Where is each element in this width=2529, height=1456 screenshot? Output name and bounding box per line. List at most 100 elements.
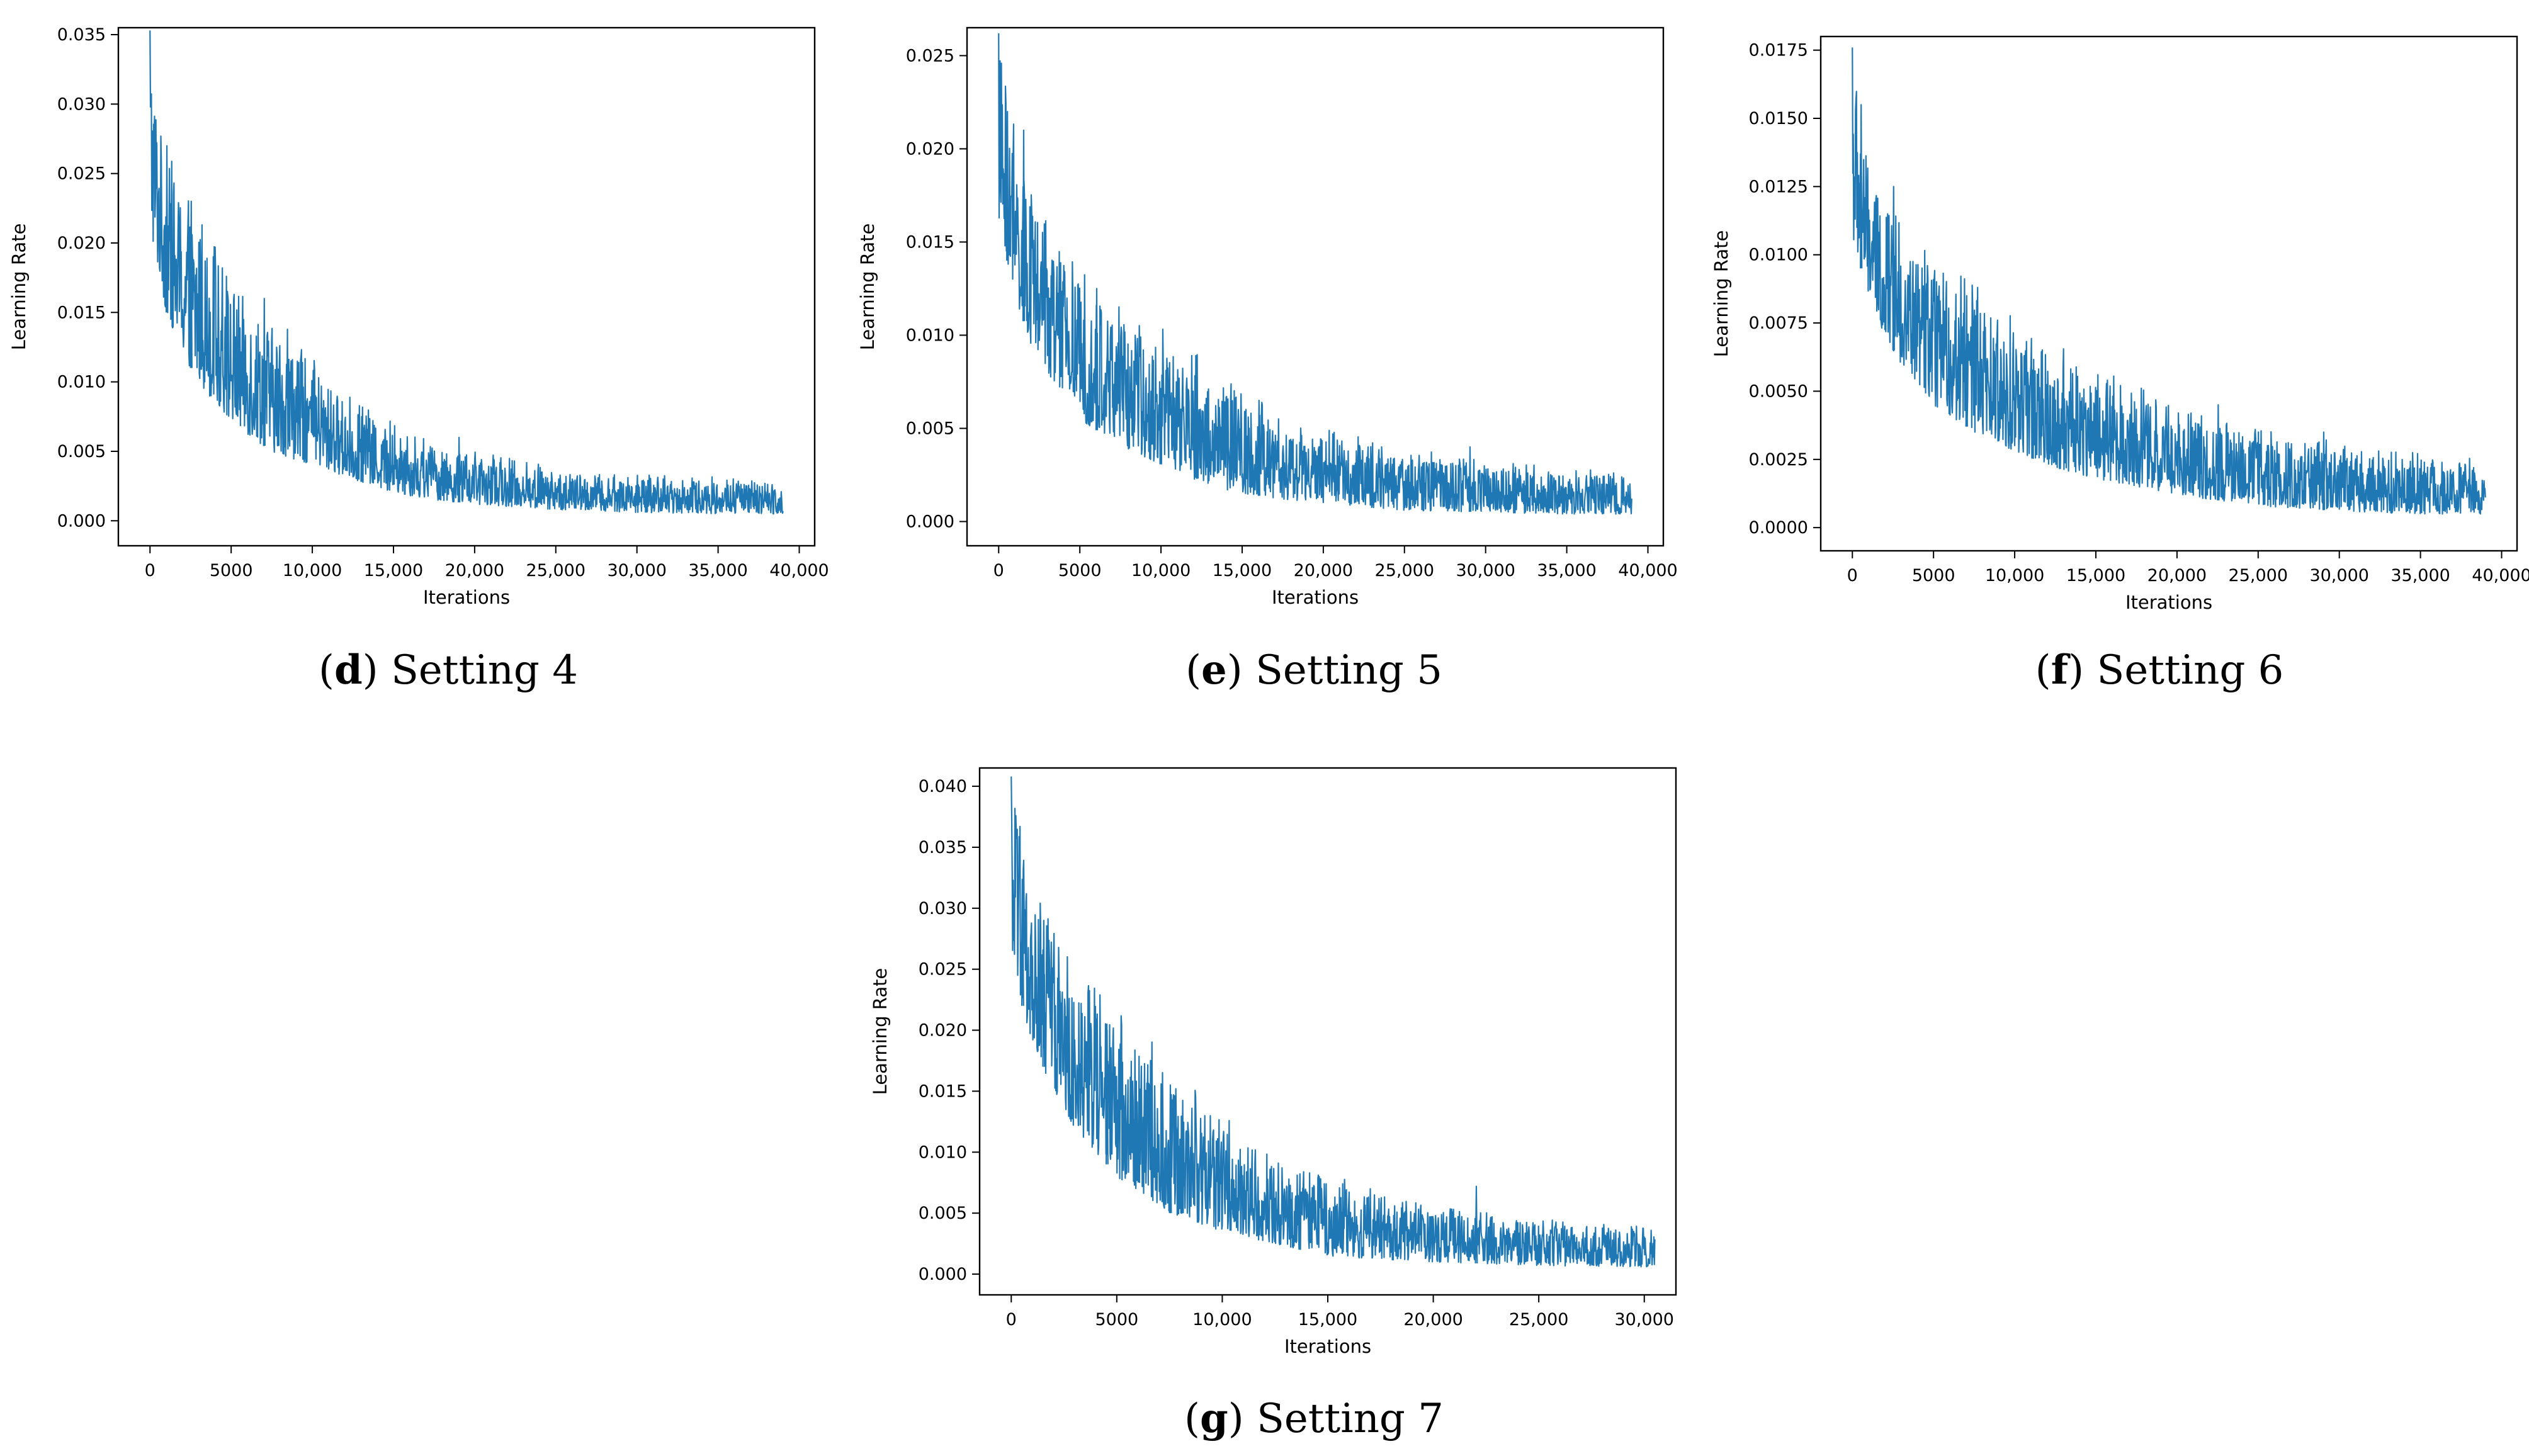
panel-f: 0 5000 10,000 15,000 20,000 25,000 30,000 35,00… [1711, 35, 2529, 694]
x-tick-label-e-5: 25,000 [1375, 561, 1434, 580]
x-tick-label-f-3: 15,000 [2066, 566, 2125, 585]
y-tick-label-g-2: 0.010 [919, 1143, 967, 1162]
y-tick-label-e-5: 0.025 [906, 46, 954, 65]
panel-g: 0 5000 10,000 15,000 20,000 25,000 30,000 0.000… [869, 767, 1677, 1442]
y-tick-label-f-5: 0.0125 [1749, 177, 1808, 196]
x-tick-label-g-6: 30,000 [1614, 1310, 1673, 1329]
x-tick-label-d-5: 25,000 [526, 561, 586, 580]
x-tick-label-f-4: 20,000 [2147, 566, 2207, 585]
y-tick-label-d-0: 0.000 [57, 511, 106, 531]
series-line-g-0 [1010, 776, 1656, 1268]
y-tick-label-g-3: 0.015 [919, 1081, 967, 1101]
x-tick-label-f-1: 5000 [1912, 566, 1955, 585]
caption-paren-close: ) [363, 647, 391, 694]
series-line-f-0 [1852, 47, 2486, 515]
caption-paren-open: ( [1184, 1396, 1200, 1442]
x-tick-label-e-3: 15,000 [1213, 561, 1272, 580]
x-axis-label-e: Iterations [1272, 587, 1359, 608]
y-tick-label-e-2: 0.010 [906, 325, 954, 345]
x-tick-label-e-1: 5000 [1058, 561, 1102, 580]
y-tick-label-g-5: 0.025 [919, 960, 967, 979]
x-tick-label-g-1: 5000 [1095, 1310, 1138, 1329]
caption-text-f: Setting 6 [2096, 647, 2283, 694]
plot-frame-e [966, 26, 1665, 547]
caption-paren-open: ( [2035, 647, 2051, 694]
panel-d: 0 5000 10,000 15,000 20,000 25,000 30,000 35,00… [8, 25, 829, 694]
x-tick-label-g-2: 10,000 [1192, 1310, 1252, 1329]
caption-f: (f) Setting 6 [2035, 646, 2284, 694]
y-axis-label-d: Learning Rate [8, 223, 30, 351]
y-tick-label-d-1: 0.005 [57, 442, 106, 461]
y-tick-label-e-0: 0.000 [906, 512, 954, 532]
x-axis-label-g: Iterations [1284, 1336, 1371, 1357]
x-tick-label-e-6: 30,000 [1456, 561, 1515, 580]
x-tick-label-e-8: 40,000 [1618, 561, 1677, 580]
caption-g: (g) Setting 7 [1184, 1395, 1444, 1442]
x-tick-label-d-7: 35,000 [688, 561, 747, 580]
caption-letter-f: f [2051, 646, 2071, 694]
caption-e: (e) Setting 5 [1185, 646, 1442, 694]
caption-text-d: Setting 4 [391, 647, 578, 694]
x-tick-label-f-0: 0 [1847, 566, 1858, 585]
plot-frame-d [117, 26, 816, 547]
x-tick-label-g-5: 25,000 [1509, 1310, 1568, 1329]
y-tick-label-d-4: 0.020 [57, 234, 106, 253]
y-axis-label-e: Learning Rate [857, 223, 878, 351]
caption-letter-g: g [1200, 1395, 1228, 1442]
x-tick-label-e-2: 10,000 [1131, 561, 1191, 580]
caption-d: (d) Setting 4 [319, 646, 578, 694]
y-tick-label-d-6: 0.030 [57, 94, 106, 114]
x-tick-label-d-3: 15,000 [364, 561, 423, 580]
y-tick-label-g-6: 0.030 [919, 899, 967, 918]
y-tick-label-d-7: 0.035 [57, 25, 106, 45]
y-tick-label-d-3: 0.015 [57, 303, 106, 322]
y-tick-label-g-0: 0.000 [919, 1265, 967, 1284]
x-tick-label-d-6: 30,000 [607, 561, 666, 580]
x-tick-label-d-8: 40,000 [769, 561, 829, 580]
y-tick-label-e-3: 0.015 [906, 232, 954, 252]
caption-paren-close: ) [1228, 1396, 1257, 1442]
y-tick-label-e-4: 0.020 [906, 139, 954, 159]
y-tick-label-e-1: 0.005 [906, 419, 954, 438]
x-tick-label-g-3: 15,000 [1298, 1310, 1357, 1329]
x-tick-label-f-2: 10,000 [1985, 566, 2044, 585]
x-tick-label-e-0: 0 [993, 561, 1004, 580]
y-tick-label-d-5: 0.025 [57, 164, 106, 184]
series-line-d-0 [149, 30, 784, 515]
y-tick-label-f-1: 0.0025 [1749, 450, 1808, 470]
plot-frame-f [1819, 35, 2518, 552]
y-tick-label-f-4: 0.0100 [1749, 245, 1808, 265]
y-tick-label-g-8: 0.040 [919, 777, 967, 796]
y-tick-label-g-1: 0.005 [919, 1204, 967, 1223]
y-tick-label-d-2: 0.010 [57, 373, 106, 392]
series-line-e-0 [998, 33, 1632, 515]
x-tick-label-d-2: 10,000 [283, 561, 342, 580]
y-tick-label-f-6: 0.0150 [1749, 109, 1808, 128]
caption-paren-open: ( [1185, 647, 1201, 694]
x-tick-label-d-4: 20,000 [445, 561, 504, 580]
caption-paren-open: ( [319, 647, 334, 694]
x-axis-label-f: Iterations [2125, 592, 2212, 613]
y-axis-label-f: Learning Rate [1711, 230, 1732, 358]
x-tick-label-f-7: 35,000 [2390, 566, 2450, 585]
caption-text-e: Setting 5 [1255, 647, 1442, 694]
y-axis-label-g: Learning Rate [869, 968, 891, 1095]
y-tick-label-g-4: 0.020 [919, 1021, 967, 1041]
x-tick-label-e-7: 35,000 [1537, 561, 1596, 580]
y-tick-label-f-7: 0.0175 [1749, 41, 1808, 60]
caption-text-g: Setting 7 [1257, 1396, 1444, 1442]
x-tick-label-e-4: 20,000 [1294, 561, 1353, 580]
caption-paren-close: ) [1227, 647, 1255, 694]
x-tick-label-f-6: 30,000 [2309, 566, 2368, 585]
caption-letter-d: d [334, 646, 363, 694]
x-tick-label-d-0: 0 [145, 561, 156, 580]
x-tick-label-g-4: 20,000 [1403, 1310, 1463, 1329]
y-tick-label-f-0: 0.0000 [1749, 518, 1808, 538]
y-tick-label-f-2: 0.0050 [1749, 381, 1808, 401]
x-tick-label-f-5: 25,000 [2229, 566, 2288, 585]
x-tick-label-g-0: 0 [1006, 1310, 1017, 1329]
x-axis-label-d: Iterations [423, 587, 510, 608]
y-tick-label-g-7: 0.035 [919, 838, 967, 857]
caption-letter-e: e [1201, 646, 1227, 694]
